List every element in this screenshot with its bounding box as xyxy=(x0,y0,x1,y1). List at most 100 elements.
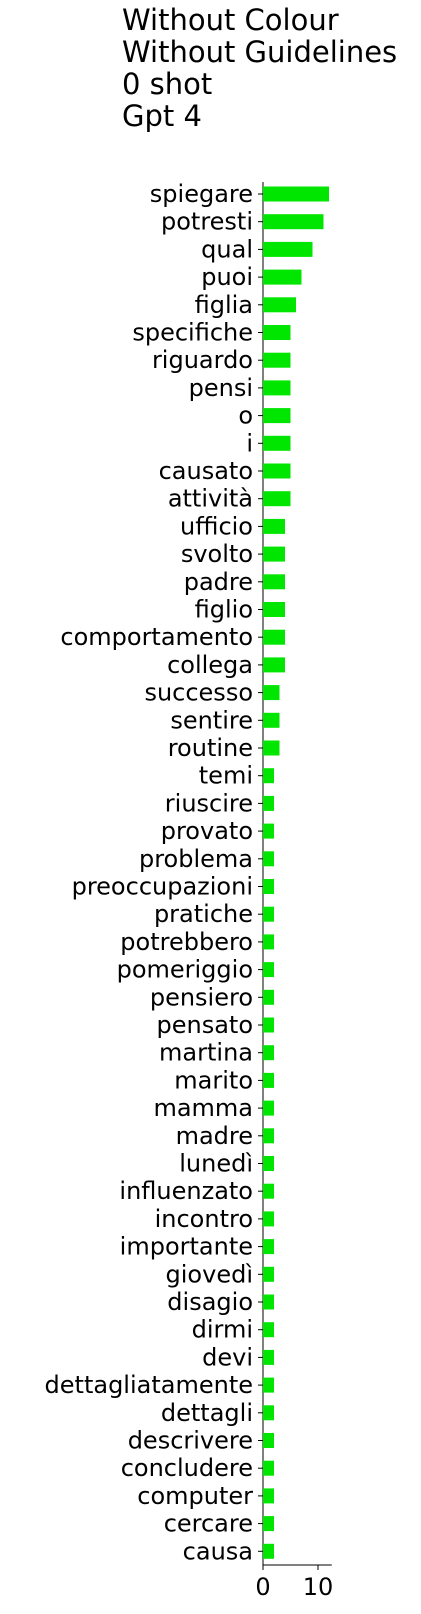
y-tick-label: computer xyxy=(137,1482,253,1510)
y-tick-label: pensato xyxy=(156,1011,253,1039)
bar xyxy=(263,491,291,507)
y-tick-label: giovedì xyxy=(166,1260,253,1288)
bar xyxy=(263,269,302,285)
y-tick-label: riguardo xyxy=(152,346,253,374)
bar xyxy=(263,241,313,257)
bar xyxy=(263,1488,274,1504)
bar xyxy=(263,518,285,534)
bar xyxy=(263,1072,274,1088)
bar xyxy=(263,1294,274,1310)
x-tick-label: 10 xyxy=(303,1573,334,1601)
y-tick-label: puoi xyxy=(201,263,253,291)
y-tick-label: comportamento xyxy=(60,623,253,651)
bar xyxy=(263,989,274,1005)
bar xyxy=(263,879,274,894)
y-tick-label: problema xyxy=(139,845,253,873)
bar xyxy=(263,214,324,230)
bar xyxy=(263,1377,274,1393)
bar xyxy=(263,712,280,728)
y-tick-label: causa xyxy=(183,1537,253,1565)
bar xyxy=(263,1516,274,1532)
y-tick-label: padre xyxy=(184,568,253,596)
bar xyxy=(263,1266,274,1282)
title-line-3: 0 shot xyxy=(122,67,213,101)
y-tick-label: incontro xyxy=(155,1205,253,1233)
y-tick-label: provato xyxy=(161,817,253,845)
y-tick-label: influenzato xyxy=(119,1177,253,1205)
y-tick-label: dettagli xyxy=(161,1399,253,1427)
y-tick-label: marito xyxy=(174,1066,253,1094)
y-tick-label: figlia xyxy=(195,291,253,319)
bar xyxy=(263,1460,274,1476)
y-tick-label: attività xyxy=(168,485,253,513)
y-tick-label: figlio xyxy=(195,596,253,624)
bar xyxy=(263,546,285,562)
bar xyxy=(263,768,274,784)
bar xyxy=(263,1100,274,1116)
y-tick-label: concludere xyxy=(121,1454,253,1482)
bar xyxy=(263,906,274,922)
y-tick-label: pratiche xyxy=(154,900,253,928)
y-tick-label: pensiero xyxy=(150,983,253,1011)
title-line-2: Without Guidelines xyxy=(122,35,398,69)
bar xyxy=(263,1322,274,1338)
bar xyxy=(263,1156,274,1171)
y-tick-label: dettagliatamente xyxy=(45,1371,253,1399)
bar xyxy=(263,1017,274,1033)
bar xyxy=(263,1405,274,1421)
y-tick-label: qual xyxy=(201,235,253,263)
bar xyxy=(263,1211,274,1227)
x-tick-label: 0 xyxy=(255,1573,270,1601)
bar xyxy=(263,463,291,479)
bar xyxy=(263,1433,274,1448)
y-tick-label: cercare xyxy=(164,1510,253,1538)
y-tick-label: potrebbero xyxy=(120,928,253,956)
y-tick-label: disagio xyxy=(167,1288,253,1316)
bar xyxy=(263,1239,274,1255)
bar xyxy=(263,186,329,202)
bar xyxy=(263,795,274,811)
bar xyxy=(263,962,274,978)
y-tick-label: devi xyxy=(202,1343,253,1371)
bar xyxy=(263,1183,274,1199)
bar xyxy=(263,740,280,756)
bar xyxy=(263,1128,274,1144)
bar xyxy=(263,685,280,701)
bar xyxy=(263,1045,274,1061)
y-tick-label: pomeriggio xyxy=(117,956,253,984)
y-tick-label: madre xyxy=(176,1122,253,1150)
y-tick-label: specifiche xyxy=(132,319,253,347)
bar xyxy=(263,823,274,839)
y-tick-label: pensi xyxy=(189,374,253,402)
bar xyxy=(263,851,274,867)
y-tick-label: lunedì xyxy=(179,1150,253,1178)
y-tick-label: descrivere xyxy=(128,1427,253,1455)
bar xyxy=(263,1543,274,1559)
y-tick-label: dirmi xyxy=(192,1316,253,1344)
y-tick-label: preoccupazioni xyxy=(72,873,253,901)
bar xyxy=(263,629,285,645)
y-tick-label: temi xyxy=(199,762,253,790)
y-tick-label: spiegare xyxy=(150,180,253,208)
title-line-1: Without Colour xyxy=(122,3,339,37)
y-tick-label: svolto xyxy=(181,540,253,568)
y-tick-label: routine xyxy=(168,734,253,762)
bar xyxy=(263,574,285,590)
y-tick-label: causato xyxy=(159,457,253,485)
y-tick-label: riuscire xyxy=(165,789,253,817)
bar xyxy=(263,602,285,617)
y-tick-label: potresti xyxy=(161,208,253,236)
bar xyxy=(263,380,291,396)
y-tick-label: sentire xyxy=(170,706,253,734)
y-tick-label: successo xyxy=(144,679,253,707)
y-tick-label: i xyxy=(246,429,253,457)
bar xyxy=(263,408,291,424)
y-tick-label: martina xyxy=(159,1039,253,1067)
bar xyxy=(263,297,296,313)
bar xyxy=(263,435,291,451)
y-tick-label: collega xyxy=(167,651,253,679)
y-tick-label: o xyxy=(238,402,253,430)
title-line-4: Gpt 4 xyxy=(122,99,202,133)
